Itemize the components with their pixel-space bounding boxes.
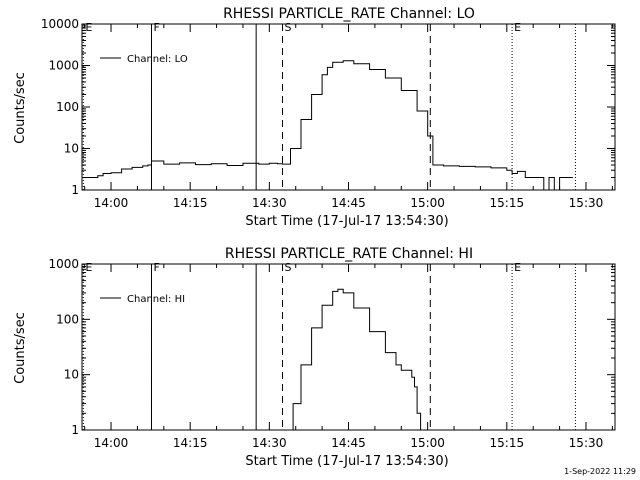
- panel-lo: RHESSI PARTICLE_RATE Channel: LO Counts/…: [13, 6, 616, 229]
- y-tick-label: 10: [64, 368, 79, 382]
- marker-label: F: [153, 21, 159, 34]
- marker-label: E: [85, 261, 92, 274]
- x-tick-label: 14:45: [331, 196, 366, 210]
- marker-label: E: [85, 21, 92, 34]
- marker-label: E: [514, 261, 521, 274]
- x-tick-label: 14:45: [331, 436, 366, 450]
- x-axis-label: Start Time (17-Jul-17 13:54:30): [245, 214, 448, 229]
- y-tick-label: 1: [71, 423, 79, 437]
- panel-hi: RHESSI PARTICLE_RATE Channel: HI Counts/…: [13, 246, 616, 469]
- series-line: [287, 288, 422, 431]
- chart-title: RHESSI PARTICLE_RATE Channel: LO: [223, 6, 475, 22]
- marker-label: E: [514, 21, 521, 34]
- y-tick-label: 100: [56, 312, 79, 326]
- x-tick-label: 15:00: [410, 436, 445, 450]
- marker-label: S: [285, 261, 292, 274]
- marker-label: S: [285, 21, 292, 34]
- legend-label: Channel: HI: [127, 294, 185, 305]
- y-tick-label: 100: [56, 100, 79, 114]
- marker-label: F: [153, 261, 159, 274]
- chart-title: RHESSI PARTICLE_RATE Channel: HI: [225, 246, 473, 262]
- y-tick-label: 1000: [48, 257, 79, 271]
- x-tick-label: 14:00: [94, 436, 129, 450]
- y-tick-label: 1000: [48, 59, 79, 73]
- x-tick-label: 14:15: [173, 196, 208, 210]
- x-tick-label: 15:15: [490, 196, 525, 210]
- x-tick-label: 14:15: [173, 436, 208, 450]
- legend: Channel: HI: [100, 294, 185, 305]
- x-tick-label: 15:30: [569, 196, 604, 210]
- x-tick-label: 14:30: [252, 436, 287, 450]
- x-tick-label: 15:15: [490, 436, 525, 450]
- x-tick-label: 14:00: [94, 196, 129, 210]
- x-tick-label: 14:30: [252, 196, 287, 210]
- x-axis-label: Start Time (17-Jul-17 13:54:30): [245, 454, 448, 469]
- y-axis-label: Counts/sec: [13, 72, 28, 144]
- x-tick-label: 15:00: [410, 196, 445, 210]
- y-tick-label: 10: [64, 142, 79, 156]
- x-tick-label: 15:30: [569, 436, 604, 450]
- y-axis-label: Counts/sec: [13, 312, 28, 384]
- footer-timestamp: 1-Sep-2022 11:29: [564, 467, 636, 476]
- series-line: [82, 60, 573, 191]
- y-tick-label: 1: [71, 183, 79, 197]
- y-tick-label: 10000: [41, 17, 79, 31]
- legend: Channel: LO: [100, 54, 188, 65]
- legend-label: Channel: LO: [127, 54, 188, 65]
